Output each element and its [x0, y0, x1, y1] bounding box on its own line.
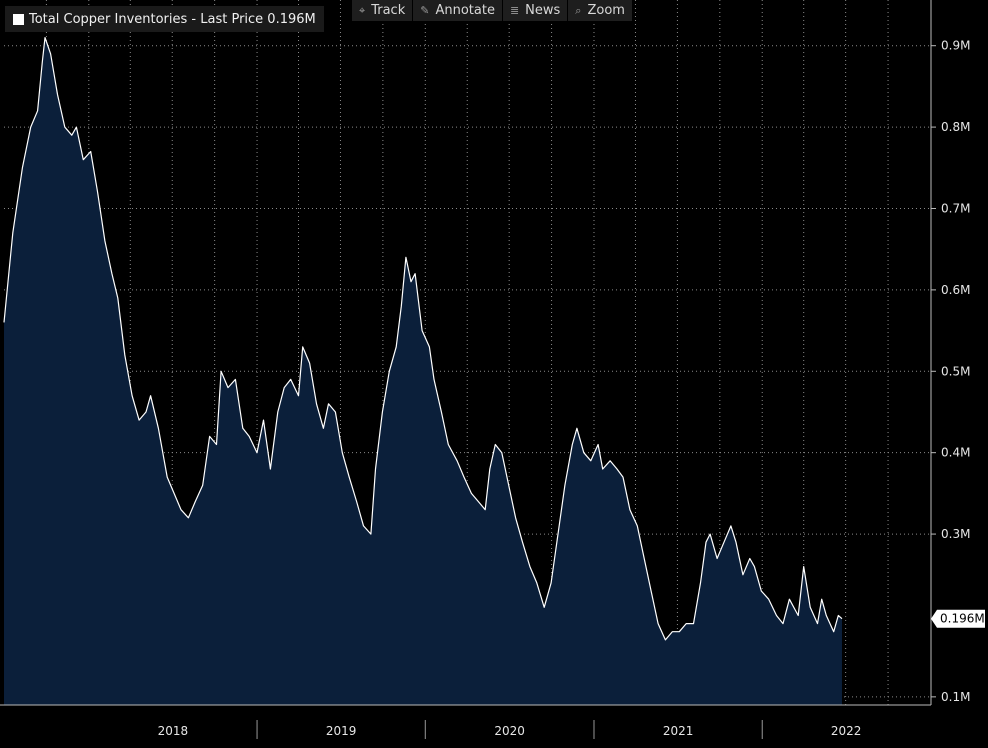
y-tick-label: 0.1M [941, 690, 970, 704]
magnifier-icon: ⌕ [575, 3, 582, 17]
last-value-label: 0.196M [940, 612, 985, 626]
news-button[interactable]: ≣ News [503, 0, 569, 21]
track-label: Track [371, 3, 406, 18]
pencil-icon: ✎ [420, 4, 430, 17]
zoom-button[interactable]: ⌕ Zoom [568, 0, 633, 21]
annotate-button[interactable]: ✎ Annotate [413, 0, 503, 21]
last-value-marker [931, 609, 985, 628]
news-label: News [525, 3, 561, 18]
x-tick-label: 2022 [831, 724, 862, 738]
y-tick-label: 0.8M [941, 120, 970, 134]
crosshair-icon: ⌖ [359, 3, 366, 17]
x-tick-label: 2018 [158, 724, 189, 738]
legend-label: Total Copper Inventories - Last Price 0.… [29, 11, 316, 27]
y-tick-label: 0.6M [941, 283, 970, 297]
news-icon: ≣ [509, 4, 520, 17]
annotate-label: Annotate [435, 3, 495, 18]
legend: Total Copper Inventories - Last Price 0.… [5, 6, 324, 32]
series-area [4, 37, 842, 706]
zoom-label: Zoom [587, 3, 625, 18]
x-tick-label: 2020 [494, 724, 525, 738]
chart-toolbar: ⌖ Track ✎ Annotate ≣ News ⌕ Zoom [352, 0, 633, 21]
legend-swatch [13, 13, 24, 25]
track-button[interactable]: ⌖ Track [352, 0, 414, 21]
x-tick-label: 2021 [663, 724, 694, 738]
y-tick-label: 0.5M [941, 364, 970, 378]
y-tick-label: 0.4M [941, 446, 970, 460]
x-tick-label: 2019 [326, 724, 357, 738]
y-tick-label: 0.7M [941, 201, 970, 215]
series-line [3, 37, 843, 641]
y-tick-label: 0.9M [941, 39, 970, 53]
y-tick-label: 0.3M [941, 527, 970, 541]
